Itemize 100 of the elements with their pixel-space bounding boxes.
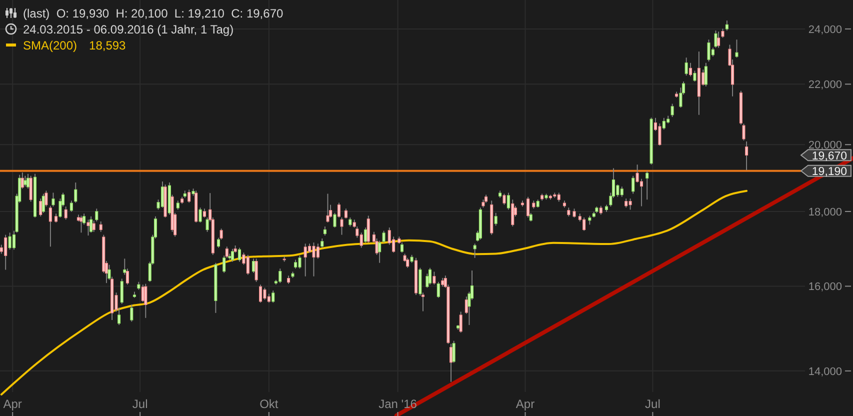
x-tick-label: Apr — [3, 397, 22, 411]
candlestick — [326, 193, 330, 223]
candlestick — [176, 200, 180, 210]
line-series — [0, 190, 748, 396]
candlestick — [99, 220, 102, 232]
candlestick — [188, 189, 191, 204]
candlestick — [494, 212, 498, 226]
candlestick — [436, 281, 440, 298]
candlestick — [20, 172, 24, 190]
candlestick — [320, 238, 324, 248]
candlestick — [636, 164, 639, 183]
candlestick — [632, 175, 635, 194]
candlestick — [304, 243, 307, 277]
candlestick — [160, 181, 164, 208]
candlestick — [721, 28, 724, 38]
candlestick — [90, 216, 93, 234]
candlestick — [502, 193, 506, 206]
candlestick — [144, 283, 148, 318]
candlestick — [684, 57, 688, 76]
candlestick — [48, 205, 52, 248]
candlestick — [620, 186, 624, 198]
ref-line-label: 19,190 — [812, 166, 848, 178]
candlestick — [217, 237, 220, 248]
candlestick — [259, 284, 262, 304]
candlestick — [74, 182, 78, 204]
candlestick — [459, 311, 462, 334]
candlestick — [120, 278, 124, 304]
candlestick — [582, 217, 586, 232]
candlestick — [278, 268, 282, 284]
candlestick — [624, 198, 628, 208]
candlestick — [526, 196, 530, 218]
candlestick — [628, 198, 632, 210]
candlestick — [646, 170, 649, 200]
candlestick — [64, 206, 68, 220]
candlestick — [366, 215, 370, 243]
candlestick — [254, 258, 258, 282]
candlestick — [246, 254, 250, 276]
annotation: 18,593 — [89, 38, 126, 52]
candlestick — [298, 255, 302, 270]
candlestick — [24, 175, 27, 188]
candlestick — [717, 31, 720, 48]
candlestick — [263, 287, 266, 300]
candlestick — [511, 199, 514, 227]
x-tick-label: Apr — [516, 397, 535, 411]
y-tick-label: 16,000 — [808, 281, 842, 294]
candlestick — [312, 242, 316, 277]
y-tick-label: 18,000 — [808, 206, 842, 218]
candlestick — [360, 232, 363, 248]
candlestick — [658, 122, 662, 146]
candlestick — [26, 173, 30, 190]
candlestick — [8, 232, 12, 250]
candlestick — [272, 290, 275, 304]
candlestick — [340, 217, 344, 236]
candlestick — [450, 343, 453, 382]
y-tick-label: 22,000 — [808, 79, 842, 92]
candlestick — [42, 193, 45, 214]
x-tick-label: Jul — [132, 397, 148, 411]
candlestick — [238, 247, 242, 262]
candlestick — [662, 117, 666, 130]
candlestick — [735, 39, 738, 58]
candlestick — [382, 230, 386, 243]
candlestick — [432, 271, 436, 286]
candlestick — [378, 240, 382, 264]
candlestick — [86, 219, 90, 236]
text: SMA(200) — [23, 38, 78, 52]
candlestick — [4, 234, 8, 270]
y-tick-label: 14,000 — [808, 366, 842, 378]
candlestick — [473, 243, 476, 258]
candlestick — [428, 267, 432, 286]
candlestick — [118, 307, 121, 326]
candlestick — [400, 242, 404, 254]
y-tick-label: 24,000 — [808, 24, 842, 36]
y-tick-label: 20,000 — [808, 140, 842, 152]
candlestick — [693, 70, 696, 82]
candlestick — [506, 192, 510, 210]
x-tick-label: Okt — [260, 397, 279, 411]
text: (last) O: 19,930 H: 20,100 L: 19,210 C: 19,670 — [23, 6, 284, 20]
candlestick — [745, 141, 748, 171]
candlestick — [70, 200, 73, 212]
candlestick — [714, 30, 718, 48]
candlestick — [333, 212, 336, 228]
candlestick — [337, 202, 340, 218]
candlestick — [252, 258, 256, 274]
candlestick — [323, 226, 326, 236]
candlestick — [198, 207, 202, 223]
candlestick — [316, 243, 320, 260]
candlestick — [29, 175, 32, 202]
candlestick — [231, 248, 234, 262]
text: 24.03.2015 - 06.09.2016 (1 Jahr, 1 Tag) — [23, 22, 234, 36]
candlestick — [364, 227, 368, 243]
candlestick — [689, 62, 692, 77]
candlestick — [670, 103, 674, 118]
candlestick — [725, 20, 728, 31]
candlestick — [406, 257, 410, 268]
candlestick — [52, 192, 55, 208]
x-tick-label: Jul — [645, 397, 660, 411]
candlestick — [704, 62, 708, 87]
annotation: 19,670 — [812, 150, 848, 162]
candlestick — [130, 304, 134, 322]
candlestick — [707, 39, 710, 62]
